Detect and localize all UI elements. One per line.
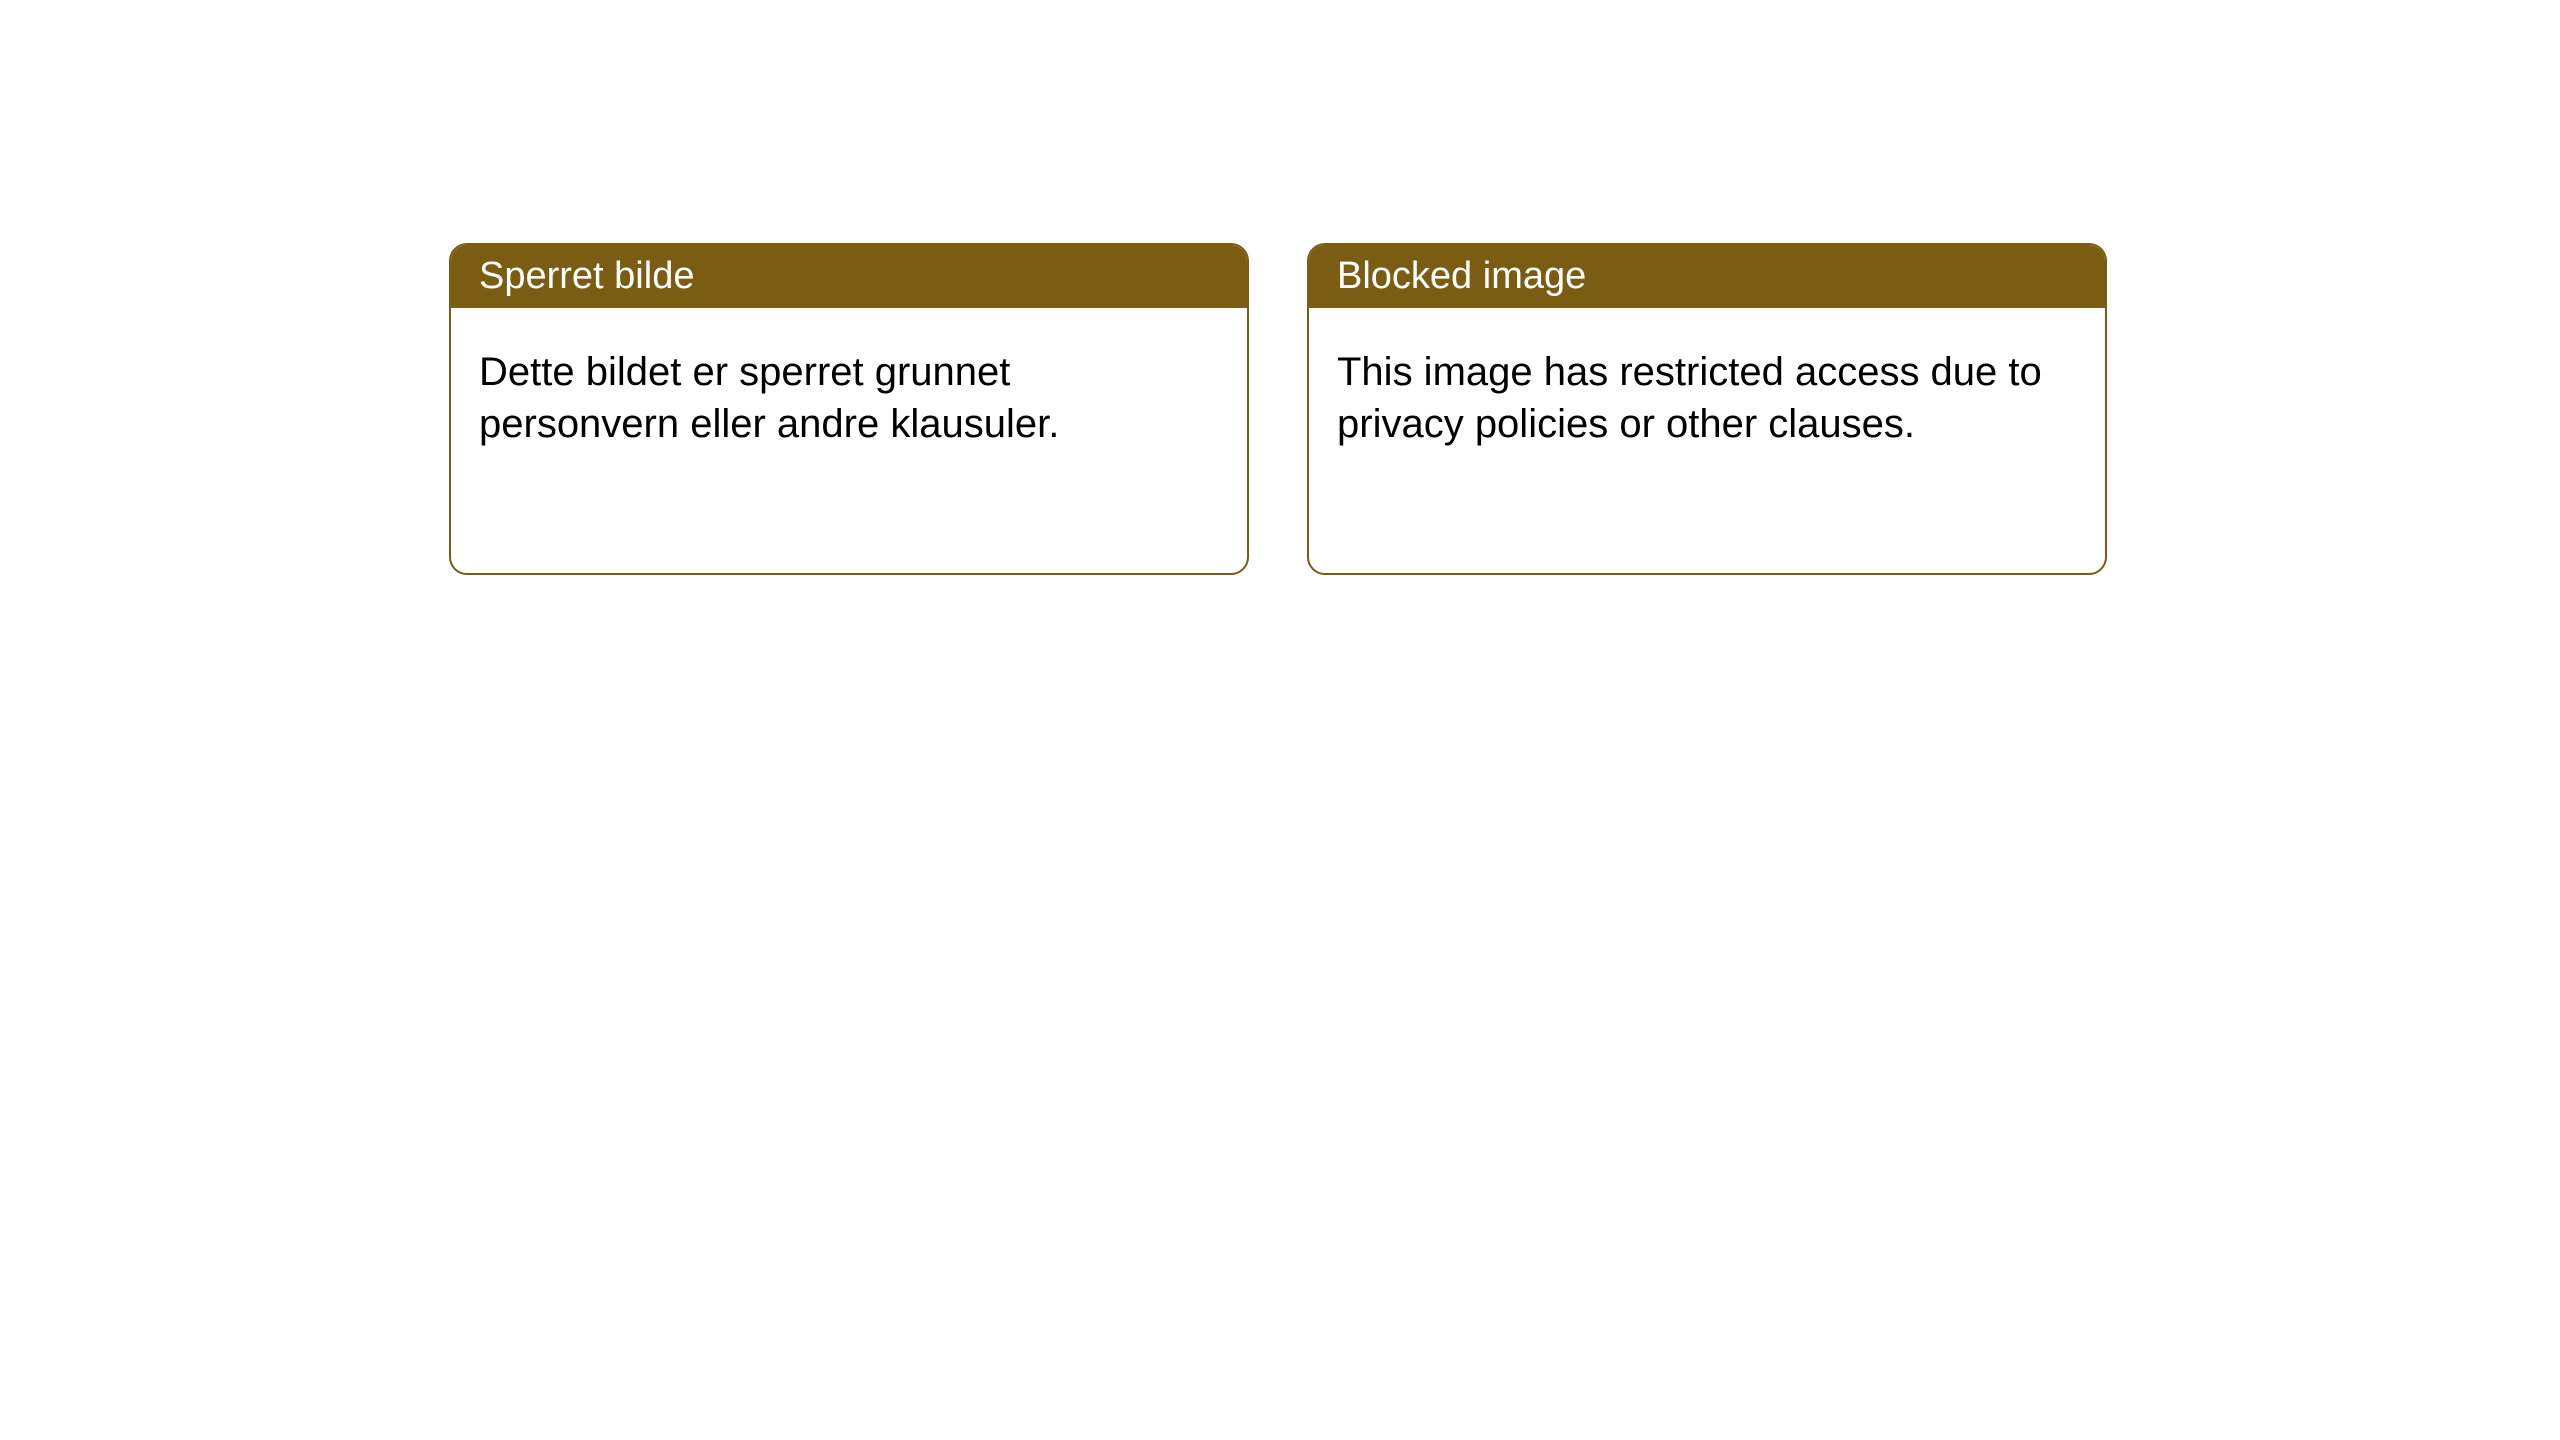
notice-title-norwegian: Sperret bilde	[451, 245, 1247, 308]
notice-container: Sperret bilde Dette bildet er sperret gr…	[0, 0, 2560, 575]
notice-card-norwegian: Sperret bilde Dette bildet er sperret gr…	[449, 243, 1249, 575]
notice-message-norwegian: Dette bildet er sperret grunnet personve…	[451, 308, 1247, 488]
notice-card-english: Blocked image This image has restricted …	[1307, 243, 2107, 575]
notice-message-english: This image has restricted access due to …	[1309, 308, 2105, 488]
notice-title-english: Blocked image	[1309, 245, 2105, 308]
